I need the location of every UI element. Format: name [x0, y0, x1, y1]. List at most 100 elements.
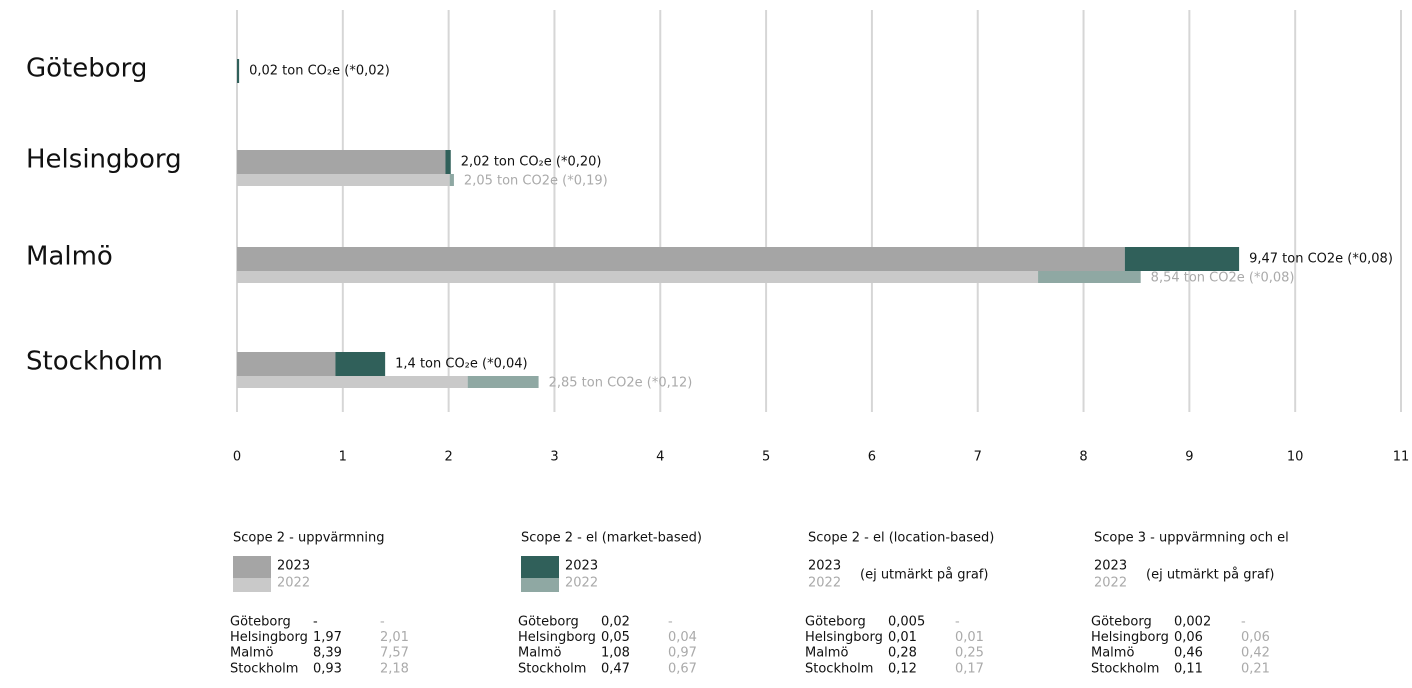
table-value: 0,93 [313, 661, 342, 676]
table-value: 0,06 [1174, 630, 1203, 645]
category-label: Stockholm [26, 347, 163, 377]
bar-label: 9,47 ton CO2e (*0,08) [1249, 252, 1393, 267]
table-value: 0,005 [888, 615, 925, 630]
table-city: Stockholm [518, 661, 586, 676]
table-value: 2,01 [380, 630, 409, 645]
x-tick-label: 8 [1079, 450, 1087, 465]
legend-swatch [521, 556, 559, 578]
bar-label: 2,05 ton CO2e (*0,19) [464, 174, 608, 189]
table-city: Helsingborg [1091, 630, 1169, 645]
legend-title: Scope 2 - el (location-based) [808, 531, 994, 546]
table-value: 0,11 [1174, 661, 1203, 676]
table-value: 0,46 [1174, 646, 1203, 661]
legend-title: Scope 2 - el (market-based) [521, 531, 702, 546]
legend-title: Scope 3 - uppvärmning och el [1094, 531, 1289, 546]
legend-label: 2022 [277, 576, 310, 591]
table-value: - [668, 615, 673, 630]
table-value: 0,28 [888, 646, 917, 661]
table-value: - [955, 615, 960, 630]
table-value: 7,57 [380, 646, 409, 661]
table-city: Helsingborg [230, 630, 308, 645]
table-value: 8,39 [313, 646, 342, 661]
table-city: Göteborg [1091, 615, 1152, 630]
legend-swatch [521, 578, 559, 592]
x-tick-label: 9 [1185, 450, 1193, 465]
legend-label: 2022 [1094, 576, 1127, 591]
table-city: Malmö [805, 646, 848, 661]
x-tick-label: 2 [444, 450, 452, 465]
legend-note: (ej utmärkt på graf) [1146, 568, 1274, 583]
table-city: Göteborg [805, 615, 866, 630]
table-city: Göteborg [230, 615, 291, 630]
bar-label: 2,02 ton CO₂e (*0,20) [461, 155, 602, 170]
x-tick-label: 1 [339, 450, 347, 465]
table-city: Malmö [1091, 646, 1134, 661]
bar-segment [237, 247, 1125, 271]
table-value: 0,12 [888, 661, 917, 676]
x-tick-label: 3 [550, 450, 558, 465]
bar-label: 8,54 ton CO2e (*0,08) [1151, 271, 1295, 286]
bar-segment [237, 376, 468, 388]
table-city: Stockholm [230, 661, 298, 676]
legend-label: 2023 [565, 559, 598, 574]
table-value: 0,25 [955, 646, 984, 661]
legend-label: 2023 [277, 559, 310, 574]
category-label: Malmö [26, 242, 113, 272]
legend-note: (ej utmärkt på graf) [860, 568, 988, 583]
category-label: Göteborg [26, 54, 147, 84]
x-tick-label: 7 [974, 450, 982, 465]
legend-label: 2022 [565, 576, 598, 591]
x-tick-label: 10 [1287, 450, 1304, 465]
bar-segment [237, 271, 1039, 283]
table-value: 0,01 [888, 630, 917, 645]
table-value: 0,04 [668, 630, 697, 645]
category-label: Helsingborg [26, 145, 182, 175]
bar-segment [335, 352, 386, 376]
legend-swatch [233, 578, 271, 592]
table-city: Malmö [230, 646, 273, 661]
table-value: 1,08 [601, 646, 630, 661]
x-tick-label: 5 [762, 450, 770, 465]
table-value: 2,18 [380, 661, 409, 676]
table-value: 0,002 [1174, 615, 1211, 630]
table-value: 0,17 [955, 661, 984, 676]
bar-label: 2,85 ton CO2e (*0,12) [549, 376, 693, 391]
bar-segment [237, 352, 336, 376]
bar-segment [467, 376, 539, 388]
table-city: Göteborg [518, 615, 579, 630]
bar-label: 1,4 ton CO₂e (*0,04) [395, 357, 527, 372]
bar-segment [237, 59, 240, 83]
bar-segment [445, 150, 451, 174]
x-tick-label: 4 [656, 450, 664, 465]
bar-segment [449, 174, 454, 186]
bar-label: 0,02 ton CO₂e (*0,02) [249, 64, 390, 79]
legend-title: Scope 2 - uppvärmning [233, 531, 385, 546]
table-value: 0,67 [668, 661, 697, 676]
table-value: 0,05 [601, 630, 630, 645]
table-city: Stockholm [1091, 661, 1159, 676]
table-value: - [313, 615, 318, 630]
x-tick-label: 0 [233, 450, 241, 465]
table-value: 1,97 [313, 630, 342, 645]
table-value: 0,06 [1241, 630, 1270, 645]
bar-segment [1124, 247, 1240, 271]
table-value: 0,97 [668, 646, 697, 661]
legend-label: 2023 [808, 559, 841, 574]
table-value: - [380, 615, 385, 630]
legend-swatch [233, 556, 271, 578]
table-value: 0,02 [601, 615, 630, 630]
table-value: 0,21 [1241, 661, 1270, 676]
table-value: 0,47 [601, 661, 630, 676]
table-city: Malmö [518, 646, 561, 661]
bar-segment [1038, 271, 1141, 283]
legend-label: 2022 [808, 576, 841, 591]
x-tick-label: 11 [1393, 450, 1410, 465]
table-city: Helsingborg [518, 630, 596, 645]
bar-segment [237, 174, 450, 186]
table-value: - [1241, 615, 1246, 630]
legend-label: 2023 [1094, 559, 1127, 574]
table-city: Helsingborg [805, 630, 883, 645]
table-value: 0,42 [1241, 646, 1270, 661]
table-value: 0,01 [955, 630, 984, 645]
